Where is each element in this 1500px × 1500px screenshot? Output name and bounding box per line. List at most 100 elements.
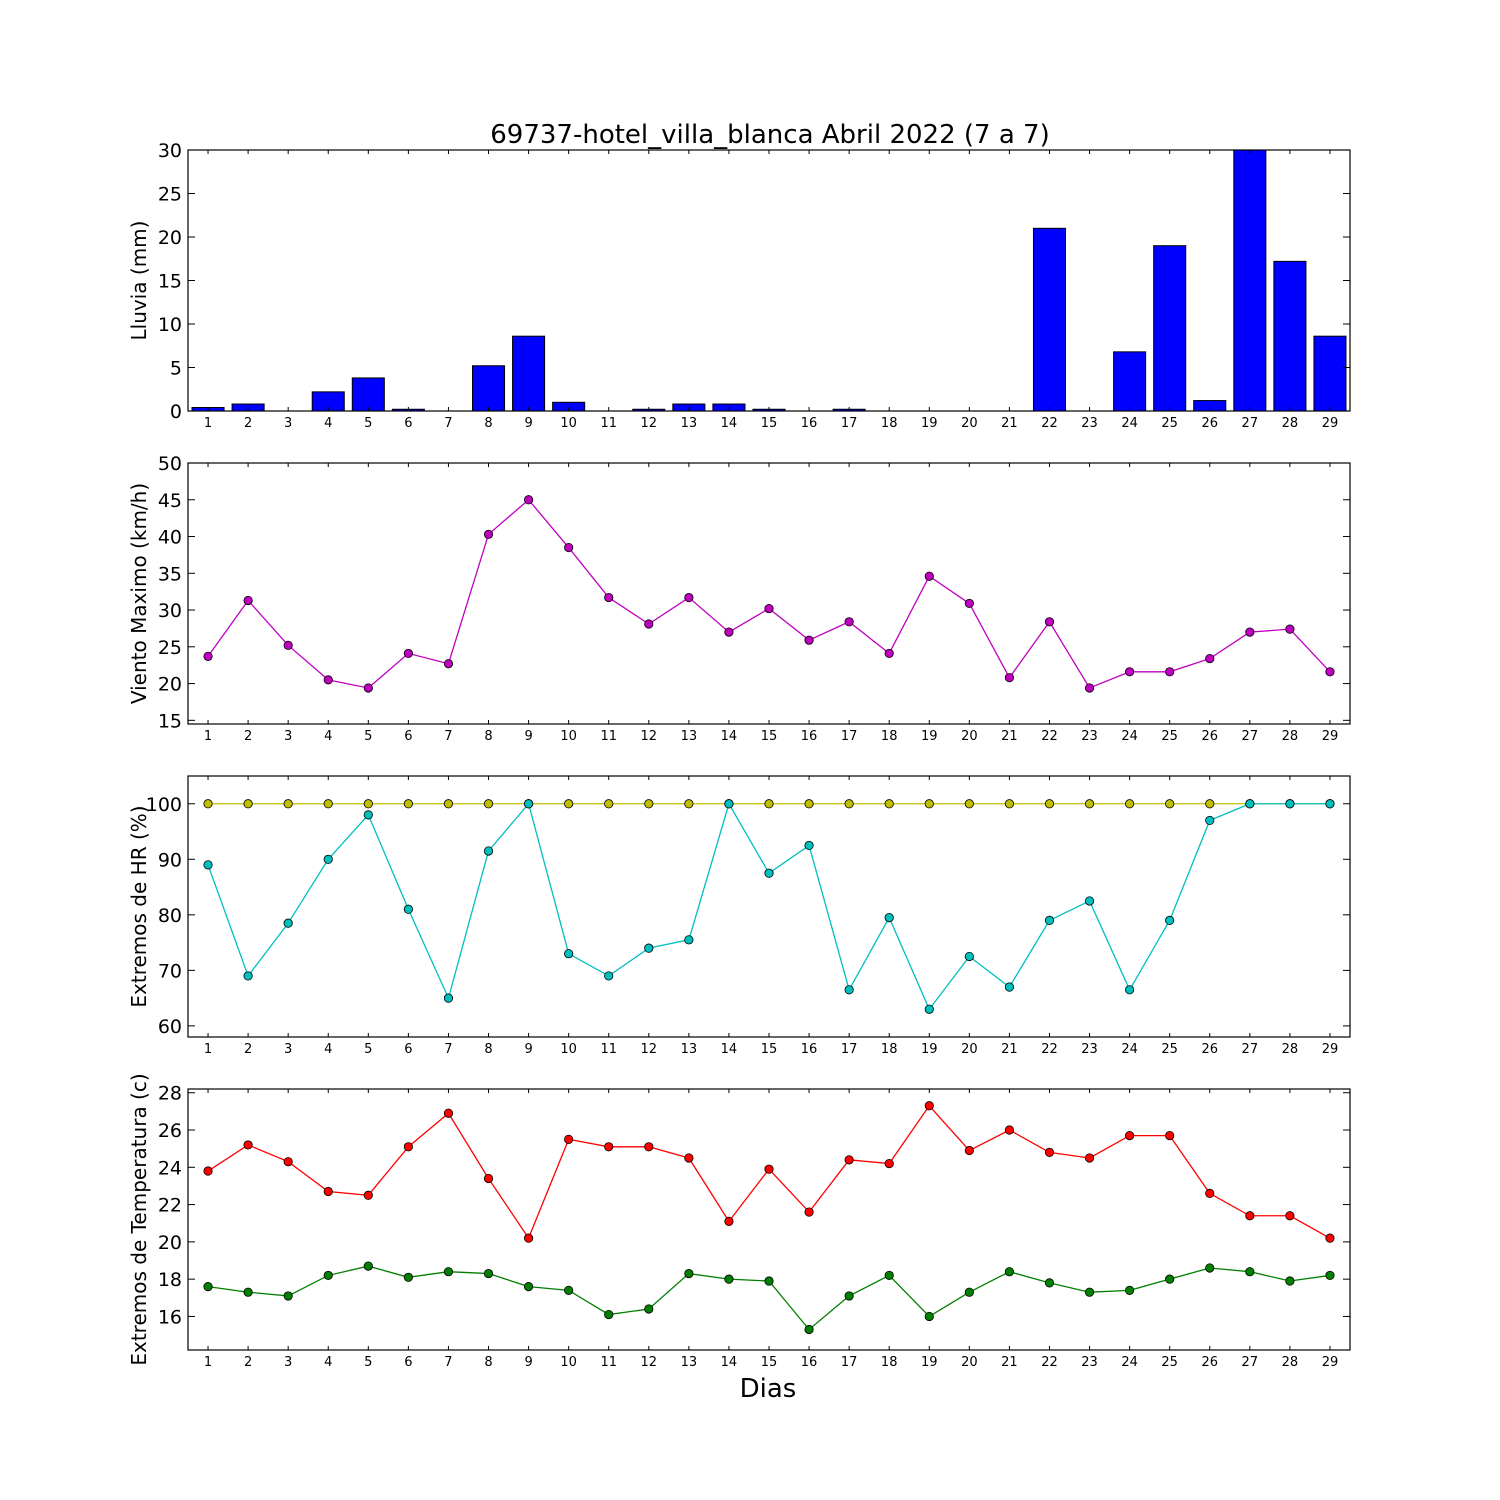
x-tick-label: 9 (524, 1042, 532, 1057)
x-tick-label: 21 (1001, 416, 1018, 431)
data-point (283, 640, 293, 650)
data-point (323, 1186, 333, 1197)
data-point (1285, 1211, 1295, 1221)
data-point (724, 1274, 734, 1284)
x-tick-label: 27 (1242, 416, 1259, 431)
data-point (1205, 815, 1215, 826)
data-point (203, 651, 213, 661)
x-tick-label: 7 (444, 729, 452, 744)
data-point (644, 799, 654, 809)
y-tick-label: 20 (158, 227, 182, 249)
data-point (283, 799, 293, 809)
data-point (564, 949, 574, 959)
y-tick-label: 22 (158, 1195, 182, 1217)
x-tick-label: 29 (1322, 1355, 1339, 1370)
data-point (924, 1311, 934, 1322)
data-point (724, 799, 734, 809)
temp-max-series (203, 1101, 1335, 1243)
y-tick-label: 26 (158, 1120, 182, 1142)
x-tick-label: 25 (1161, 729, 1178, 744)
data-point (804, 635, 814, 645)
rain-bar (1273, 260, 1307, 411)
x-tick-label: 14 (721, 416, 738, 431)
x-tick-label: 24 (1121, 1042, 1138, 1057)
x-tick-label: 25 (1161, 1042, 1178, 1057)
y-tick-label: 24 (158, 1157, 182, 1179)
data-point (1044, 617, 1055, 627)
data-point (1205, 799, 1215, 809)
data-point (483, 1268, 494, 1279)
y-tick-label: 20 (158, 1232, 182, 1254)
data-point (844, 617, 854, 627)
x-tick-label: 20 (961, 729, 978, 744)
data-point (964, 799, 974, 809)
y-tick-label: 50 (158, 453, 182, 475)
x-tick-label: 1 (204, 729, 212, 744)
data-point (964, 1287, 974, 1297)
data-point (243, 971, 253, 981)
x-tick-label: 13 (681, 416, 698, 431)
x-tick-label: 25 (1161, 1355, 1178, 1370)
x-tick-label: 15 (761, 729, 778, 744)
data-point (764, 1276, 774, 1286)
x-tick-label: 28 (1282, 1042, 1299, 1057)
data-point (523, 495, 534, 505)
data-point (564, 542, 574, 553)
x-tick-label: 3 (284, 1042, 292, 1057)
data-point (764, 1164, 774, 1174)
rain-bar (1233, 150, 1267, 411)
y-tick-label: 16 (158, 1306, 182, 1328)
data-point (1205, 1263, 1215, 1273)
data-point (644, 943, 654, 953)
data-point (684, 1153, 694, 1163)
data-point (523, 1233, 534, 1243)
data-point (604, 971, 614, 981)
x-tick-label: 19 (921, 1042, 938, 1057)
x-tick-label: 9 (524, 729, 532, 744)
data-point (1125, 1285, 1135, 1295)
x-tick-label: 27 (1242, 729, 1259, 744)
data-point (644, 1304, 654, 1314)
x-tick-label: 25 (1161, 416, 1178, 431)
data-point (844, 1291, 854, 1301)
data-point (884, 913, 894, 923)
x-tick-label: 29 (1322, 416, 1339, 431)
data-point (804, 1207, 814, 1217)
x-tick-label: 10 (560, 416, 577, 431)
data-point (523, 799, 534, 809)
data-point (203, 1166, 213, 1176)
data-point (283, 1291, 293, 1301)
x-tick-label: 28 (1282, 416, 1299, 431)
data-point (924, 1101, 934, 1111)
rain-bar (1313, 335, 1347, 411)
data-point (1004, 1125, 1015, 1135)
y-tick-label: 100 (146, 794, 182, 816)
data-point (1165, 915, 1175, 925)
data-point (443, 1267, 454, 1277)
x-tick-label: 18 (881, 729, 898, 744)
x-tick-label: 5 (364, 416, 372, 431)
y-tick-label: 0 (170, 401, 182, 423)
x-tick-label: 22 (1041, 1355, 1058, 1370)
rain-bar (471, 365, 506, 411)
x-tick-label: 28 (1282, 729, 1299, 744)
x-tick-label: 11 (600, 729, 617, 744)
y-tick-label: 28 (158, 1083, 182, 1105)
data-point (1325, 667, 1335, 677)
data-point (1084, 1287, 1095, 1297)
x-tick-label: 19 (921, 1355, 938, 1370)
x-tick-label: 17 (841, 1355, 858, 1370)
x-tick-label: 2 (244, 1042, 252, 1057)
data-point (1125, 799, 1135, 809)
x-tick-label: 18 (881, 1355, 898, 1370)
y-axis-label: Extremos de HR (%) (127, 805, 151, 1007)
chart-title: 69737-hotel_villa_blanca Abril 2022 (7 a… (490, 120, 1049, 150)
x-tick-label: 13 (681, 1355, 698, 1370)
data-point (1004, 673, 1015, 683)
x-tick-label: 14 (721, 1355, 738, 1370)
data-point (1325, 1233, 1335, 1243)
y-tick-label: 18 (158, 1269, 182, 1291)
y-tick-label: 15 (158, 710, 182, 732)
x-tick-label: 1 (204, 1042, 212, 1057)
